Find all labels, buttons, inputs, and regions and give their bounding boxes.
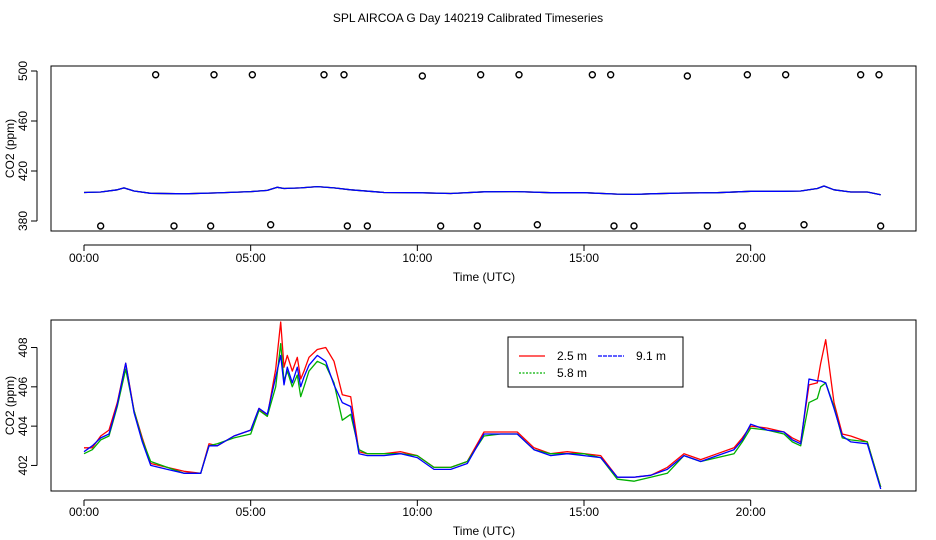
data-point	[588, 71, 597, 79]
data-point	[418, 72, 427, 80]
legend-label: 5.8 m	[557, 366, 587, 380]
y-tick-label: 420	[16, 161, 30, 181]
data-point	[515, 71, 523, 79]
data-point	[875, 71, 883, 79]
x-tick-label: 00:00	[69, 251, 99, 265]
plot-frame	[50, 319, 917, 492]
data-point	[248, 71, 257, 79]
data-point	[320, 71, 328, 79]
x-tick-label: 20:00	[736, 251, 766, 265]
plot-frame	[50, 65, 917, 232]
y-axis-label: CO2 (ppm)	[3, 376, 17, 435]
bottom-panel: 00:00 05:00 10:00 15:00 20:00 Time (UTC) 402 40…	[3, 319, 917, 538]
x-tick-label: 10:00	[402, 251, 432, 265]
y-tick-label: 380	[16, 211, 30, 231]
x-axis-label: Time (UTC)	[453, 524, 515, 538]
data-point	[340, 71, 348, 79]
x-tick-label: 05:00	[236, 505, 266, 519]
legend-label: 2.5 m	[557, 349, 587, 363]
series-line-9-1-m	[83, 354, 882, 490]
data-point	[781, 71, 790, 79]
legend-label: 9.1 m	[636, 349, 666, 363]
data-point	[533, 221, 542, 229]
chart-title: SPL AIRCOA G Day 140219 Calibrated Times…	[333, 11, 603, 25]
data-point	[856, 71, 865, 79]
data-point	[206, 222, 215, 230]
series-line-9-1-m	[83, 185, 881, 196]
y-tick-label: 406	[16, 376, 30, 396]
y-tick-label: 408	[16, 337, 30, 357]
data-point	[610, 222, 618, 230]
x-axis-label: Time (UTC)	[453, 270, 515, 284]
data-point	[683, 72, 692, 80]
data-point	[436, 222, 445, 230]
data-point	[630, 222, 638, 230]
data-point	[151, 71, 160, 79]
data-point	[476, 71, 485, 79]
x-tick-label: 10:00	[402, 505, 432, 519]
data-point	[210, 71, 218, 79]
data-point	[473, 222, 482, 230]
data-point	[266, 221, 275, 229]
legend-box	[507, 336, 684, 388]
y-tick-label: 460	[16, 111, 30, 131]
data-point	[876, 222, 885, 230]
data-point	[703, 222, 712, 230]
data-point	[800, 221, 808, 229]
x-tick-label: 00:00	[69, 505, 99, 519]
y-tick-label: 404	[16, 416, 30, 436]
data-point	[743, 71, 752, 79]
y-axis-label: CO2 (ppm)	[3, 119, 17, 178]
data-point	[738, 222, 747, 230]
y-tick-label: 402	[16, 455, 30, 475]
data-point	[363, 222, 372, 230]
data-point	[606, 71, 615, 79]
x-tick-label: 15:00	[569, 251, 599, 265]
data-point	[96, 222, 105, 230]
data-point	[170, 222, 178, 230]
x-tick-label: 15:00	[569, 505, 599, 519]
data-point	[343, 222, 352, 230]
x-tick-label: 05:00	[236, 251, 266, 265]
y-tick-label: 500	[16, 61, 30, 81]
top-panel: 00:00 05:00 10:00 15:00 20:00 Time (UTC) 380 42…	[3, 61, 917, 284]
x-tick-label: 20:00	[736, 505, 766, 519]
legend: 2.5 m 5.8 m 9.1 m	[507, 336, 684, 388]
